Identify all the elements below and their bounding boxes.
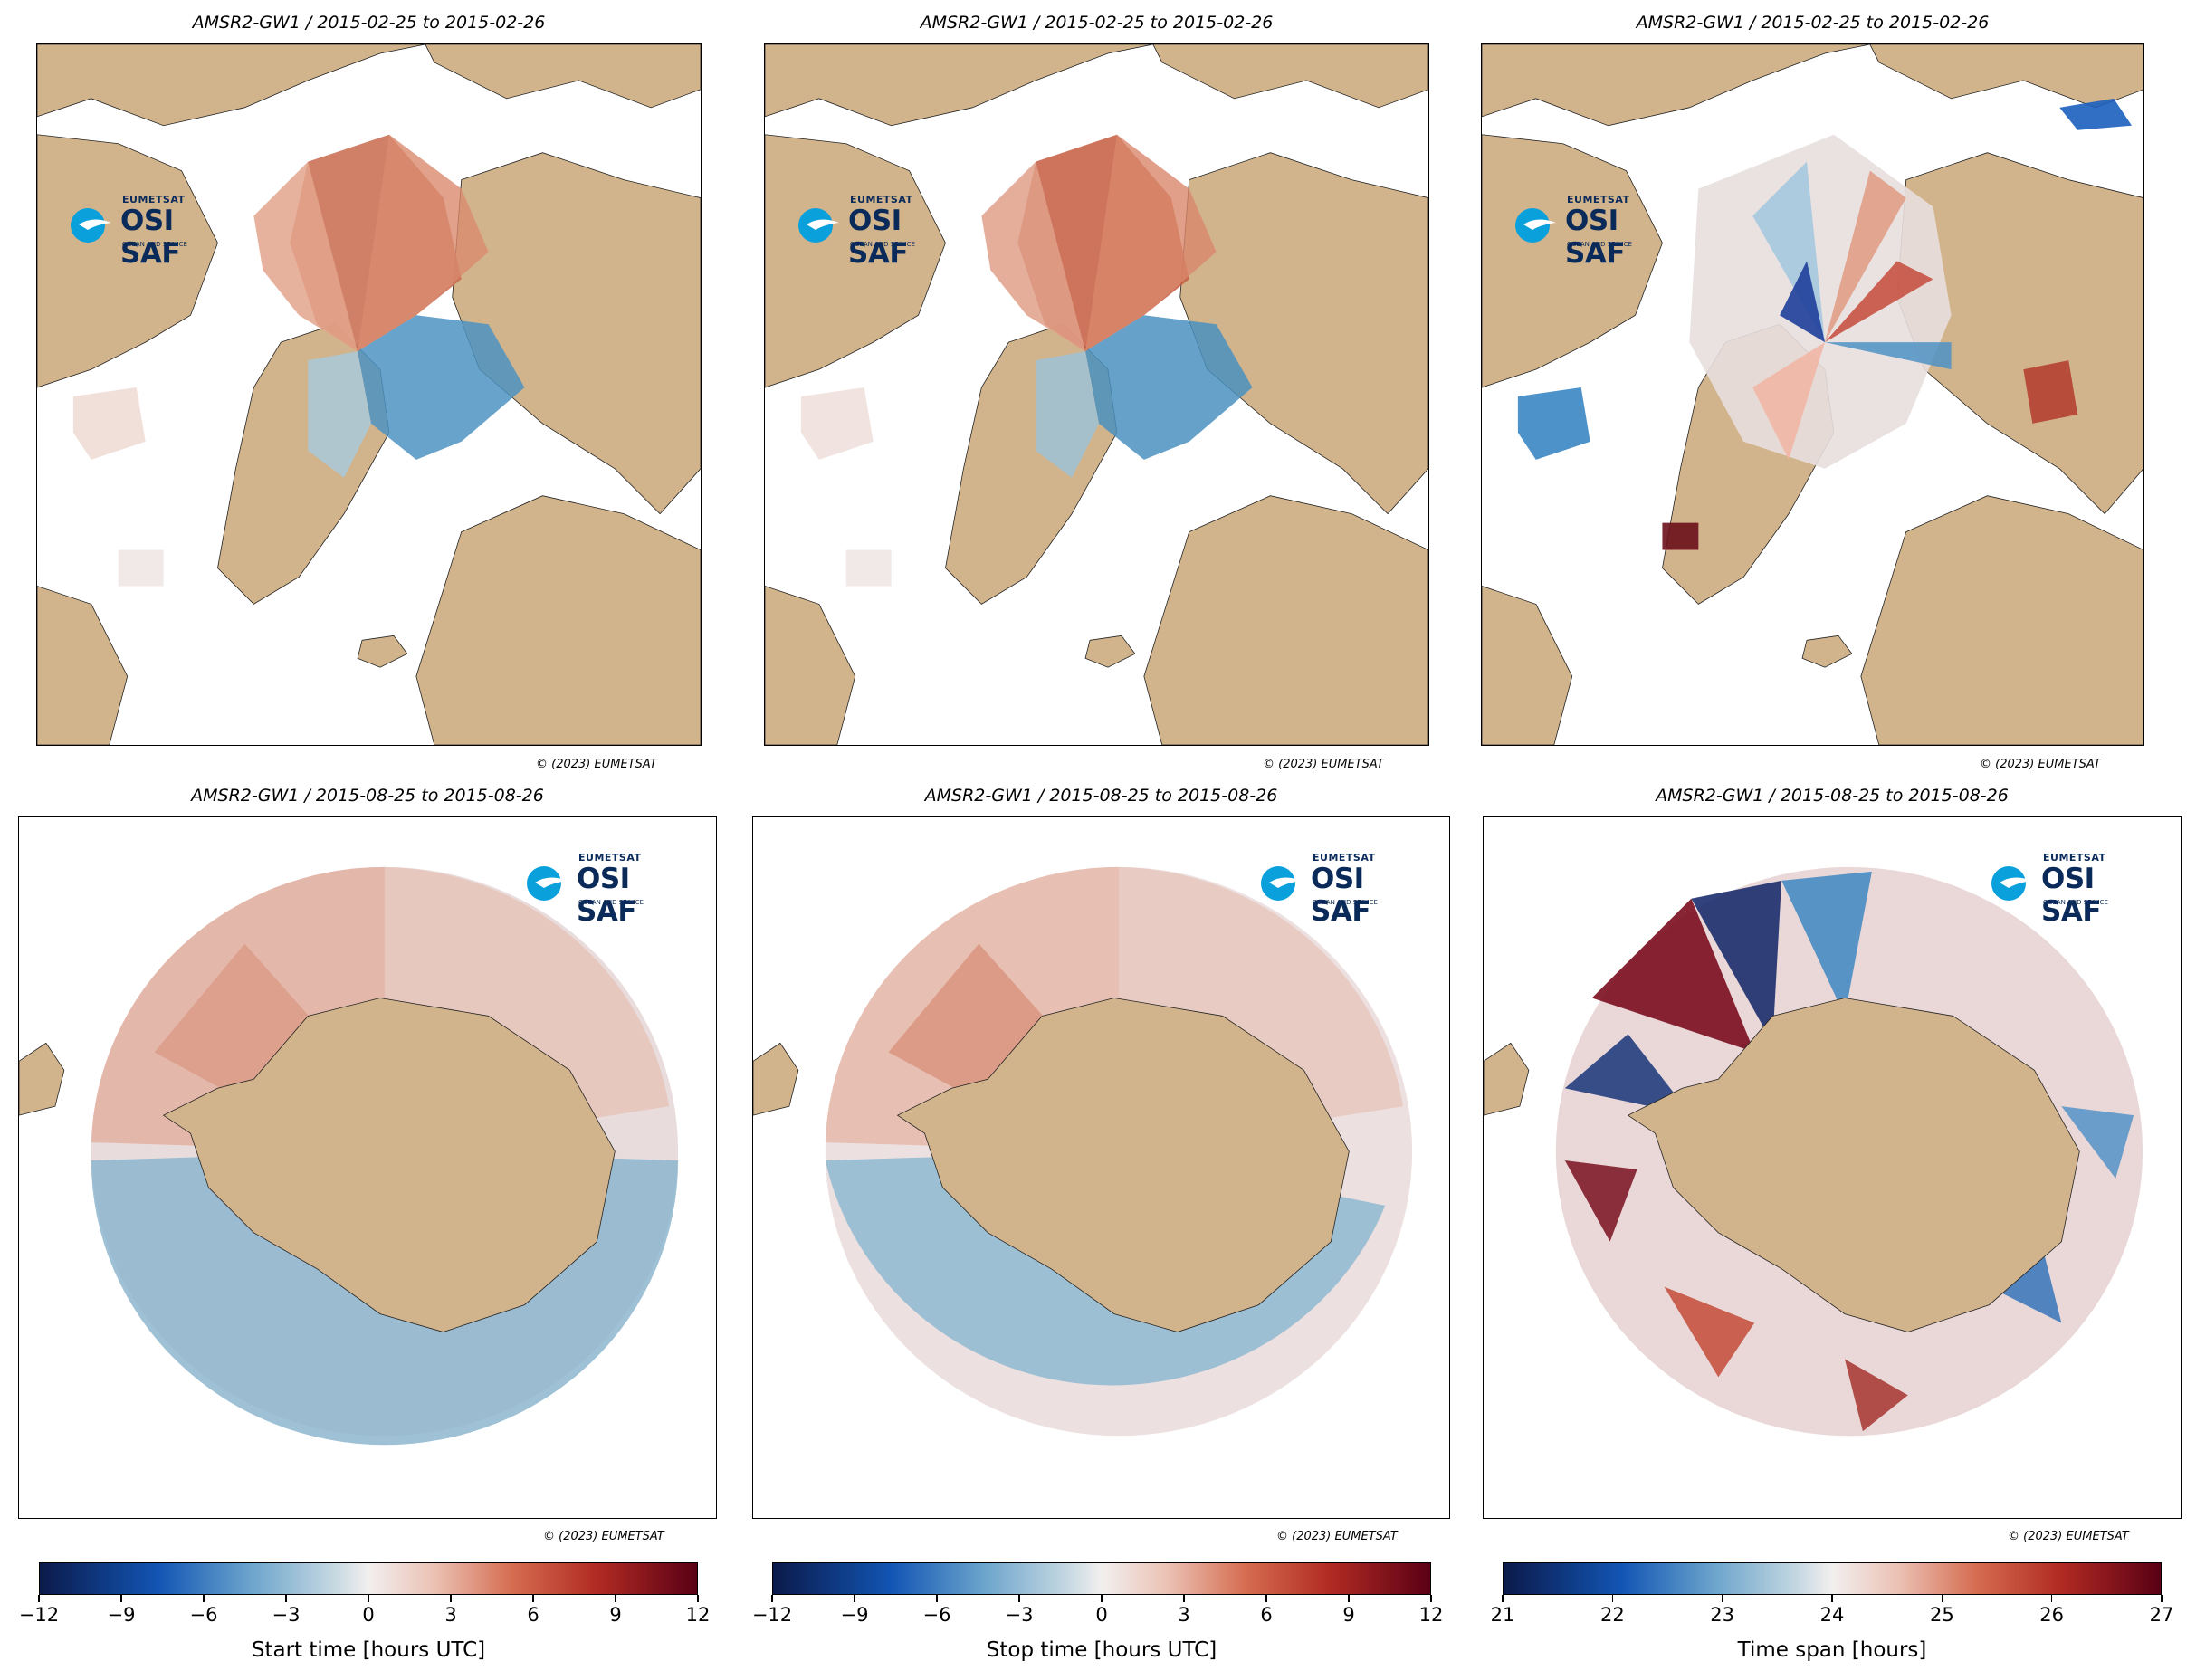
antarctica xyxy=(1627,998,2080,1332)
colorbar-tick-label: 9 xyxy=(609,1604,622,1626)
colorbar-tick xyxy=(285,1595,287,1602)
colorbar-tick-label: 22 xyxy=(1599,1604,1625,1626)
osisaf-logo: EUMETSAT OSI SAF OCEAN AND SEA ICE xyxy=(797,194,969,270)
colorbar-tick-label: 24 xyxy=(1819,1604,1845,1626)
panel-title-north-span: AMSR2-GW1 / 2015-02-25 to 2015-02-26 xyxy=(1636,13,1990,33)
colorbar-tick xyxy=(615,1595,616,1602)
copyright-north-stop: © (2023) EUMETSAT xyxy=(1263,758,1384,771)
colorbar-tick xyxy=(1721,1595,1723,1602)
colorbar-tick-label: 27 xyxy=(2149,1604,2174,1626)
colorbar-label-start: Start time [hours UTC] xyxy=(251,1638,486,1662)
map-south-start: EUMETSAT OSI SAF OCEAN AND SEA ICE xyxy=(18,816,717,1519)
copyright-south-start: © (2023) EUMETSAT xyxy=(543,1530,664,1543)
antarctica xyxy=(162,998,616,1332)
colorbar-tick-label: 0 xyxy=(1095,1604,1108,1626)
colorbar-tick-label: −3 xyxy=(1005,1604,1034,1626)
colorbar-tick-label: 6 xyxy=(1260,1604,1273,1626)
colorbar-stop xyxy=(772,1562,1431,1595)
colorbar-tick xyxy=(771,1595,773,1602)
colorbar-tick xyxy=(120,1595,122,1602)
south-america-tip xyxy=(753,1042,799,1116)
colorbar-tick xyxy=(1265,1595,1267,1602)
colorbar-tick-label: 23 xyxy=(1710,1604,1735,1626)
colorbar-tick xyxy=(368,1595,369,1602)
colorbar-tick xyxy=(1941,1595,1943,1602)
colorbar-tick xyxy=(2050,1595,2053,1602)
map-north-start: EUMETSAT OSI SAF OCEAN AND SEA ICE xyxy=(36,43,702,746)
colorbar-tick-label: 3 xyxy=(444,1604,457,1626)
colorbar-tick xyxy=(203,1595,205,1602)
land-masses xyxy=(37,44,701,745)
colorbar-tick-label: −9 xyxy=(107,1604,136,1626)
colorbar-tick-label: 26 xyxy=(2039,1604,2065,1626)
colorbar-label-span: Time span [hours] xyxy=(1737,1638,1927,1662)
colorbar-tick xyxy=(854,1595,855,1602)
colorbar-tick-label: 12 xyxy=(1418,1604,1444,1626)
colorbar-tick-label: −12 xyxy=(18,1604,60,1626)
colorbar-tick xyxy=(1502,1595,1504,1602)
osisaf-wave-icon xyxy=(71,208,111,243)
colorbar-start xyxy=(39,1562,698,1595)
colorbar-tick-label: 21 xyxy=(1490,1604,1515,1626)
osisaf-logo: EUMETSAT OSI SAF OCEAN AND SEA ICE xyxy=(1260,852,1432,928)
south-america-tip xyxy=(1484,1042,1530,1116)
osisaf-logo: EUMETSAT OSI SAF OCEAN AND SEA ICE xyxy=(1991,852,2163,928)
colorbar-tick-label: −3 xyxy=(272,1604,301,1626)
land-masses xyxy=(1482,44,2143,745)
osisaf-logo: EUMETSAT OSI SAF OCEAN AND SEA ICE xyxy=(1514,194,1686,270)
osisaf-logo: EUMETSAT OSI SAF OCEAN AND SEA ICE xyxy=(526,852,698,928)
ice-time-field xyxy=(1517,98,2133,550)
osisaf-wave-icon xyxy=(527,866,568,901)
map-north-stop: EUMETSAT OSI SAF OCEAN AND SEA ICE xyxy=(764,43,1429,746)
colorbar-tick xyxy=(2161,1595,2163,1602)
colorbar-tick xyxy=(936,1595,938,1602)
colorbar-tick-label: 0 xyxy=(362,1604,375,1626)
colorbar-tick xyxy=(1101,1595,1103,1602)
colorbar-tick-label: −6 xyxy=(922,1604,951,1626)
colorbar-tick-label: 9 xyxy=(1342,1604,1355,1626)
copyright-south-stop: © (2023) EUMETSAT xyxy=(1276,1530,1398,1543)
colorbar-tick-label: 12 xyxy=(685,1604,711,1626)
osisaf-wave-icon xyxy=(1261,866,1302,901)
panel-title-south-stop: AMSR2-GW1 / 2015-08-25 to 2015-08-26 xyxy=(924,786,1278,806)
colorbar-label-stop: Stop time [hours UTC] xyxy=(986,1638,1217,1662)
land-masses xyxy=(765,44,1428,745)
colorbar-tick xyxy=(1018,1595,1020,1602)
ice-time-field xyxy=(72,134,525,587)
panel-title-north-stop: AMSR2-GW1 / 2015-02-25 to 2015-02-26 xyxy=(920,13,1274,33)
colorbar-tick xyxy=(697,1595,699,1602)
map-south-span: EUMETSAT OSI SAF OCEAN AND SEA ICE xyxy=(1483,816,2182,1519)
osisaf-wave-icon xyxy=(798,208,839,243)
colorbar-tick-label: 3 xyxy=(1178,1604,1190,1626)
colorbar-tick-label: −9 xyxy=(840,1604,869,1626)
copyright-north-start: © (2023) EUMETSAT xyxy=(536,758,657,771)
panel-title-north-start: AMSR2-GW1 / 2015-02-25 to 2015-02-26 xyxy=(192,13,546,33)
panel-title-south-span: AMSR2-GW1 / 2015-08-25 to 2015-08-26 xyxy=(1656,786,2009,806)
panel-title-south-start: AMSR2-GW1 / 2015-08-25 to 2015-08-26 xyxy=(191,786,544,806)
colorbar-tick xyxy=(1611,1595,1614,1602)
south-america-tip xyxy=(19,1042,65,1116)
colorbar-tick xyxy=(532,1595,534,1602)
map-south-stop: EUMETSAT OSI SAF OCEAN AND SEA ICE xyxy=(752,816,1450,1519)
copyright-north-span: © (2023) EUMETSAT xyxy=(1980,758,2101,771)
colorbar-tick-label: 25 xyxy=(1929,1604,1954,1626)
osisaf-logo: EUMETSAT OSI SAF OCEAN AND SEA ICE xyxy=(70,194,242,270)
colorbar-span xyxy=(1503,1562,2162,1595)
colorbar-tick xyxy=(1831,1595,1833,1602)
antarctica xyxy=(896,998,1350,1332)
colorbar-tick xyxy=(1430,1595,1432,1602)
colorbar-tick xyxy=(1348,1595,1350,1602)
colorbar-tick xyxy=(450,1595,452,1602)
ice-time-field xyxy=(800,134,1253,587)
colorbar-tick-label: 6 xyxy=(527,1604,539,1626)
map-north-span: EUMETSAT OSI SAF OCEAN AND SEA ICE xyxy=(1481,43,2144,746)
osisaf-wave-icon xyxy=(1991,866,2032,901)
colorbar-tick-label: −6 xyxy=(189,1604,218,1626)
osisaf-wave-icon xyxy=(1515,208,1556,243)
colorbar-tick xyxy=(38,1595,40,1602)
colorbar-tick xyxy=(1183,1595,1185,1602)
colorbar-tick-label: −12 xyxy=(751,1604,793,1626)
copyright-south-span: © (2023) EUMETSAT xyxy=(2008,1530,2129,1543)
